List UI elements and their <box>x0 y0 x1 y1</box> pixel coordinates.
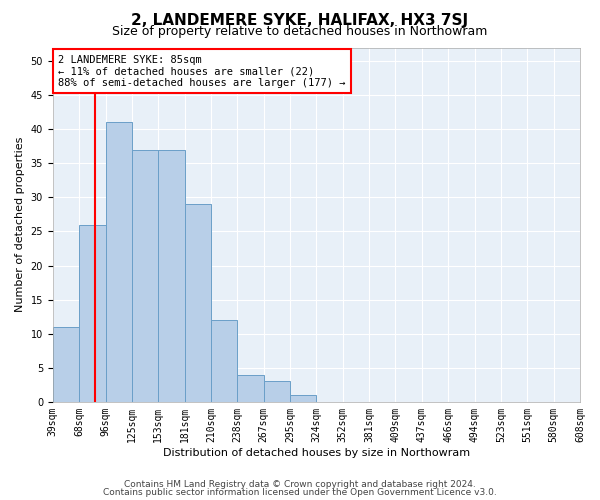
Bar <box>158 150 185 402</box>
Bar <box>106 122 132 402</box>
Bar <box>211 320 238 402</box>
Text: 2, LANDEMERE SYKE, HALIFAX, HX3 7SJ: 2, LANDEMERE SYKE, HALIFAX, HX3 7SJ <box>131 12 469 28</box>
Bar <box>79 224 106 402</box>
Bar <box>238 374 263 402</box>
Bar <box>263 382 290 402</box>
Y-axis label: Number of detached properties: Number of detached properties <box>15 137 25 312</box>
Text: Contains HM Land Registry data © Crown copyright and database right 2024.: Contains HM Land Registry data © Crown c… <box>124 480 476 489</box>
X-axis label: Distribution of detached houses by size in Northowram: Distribution of detached houses by size … <box>163 448 470 458</box>
Text: Size of property relative to detached houses in Northowram: Size of property relative to detached ho… <box>112 25 488 38</box>
Text: 2 LANDEMERE SYKE: 85sqm
← 11% of detached houses are smaller (22)
88% of semi-de: 2 LANDEMERE SYKE: 85sqm ← 11% of detache… <box>58 54 346 88</box>
Bar <box>53 327 79 402</box>
Text: Contains public sector information licensed under the Open Government Licence v3: Contains public sector information licen… <box>103 488 497 497</box>
Bar <box>290 395 316 402</box>
Bar <box>132 150 158 402</box>
Bar <box>185 204 211 402</box>
